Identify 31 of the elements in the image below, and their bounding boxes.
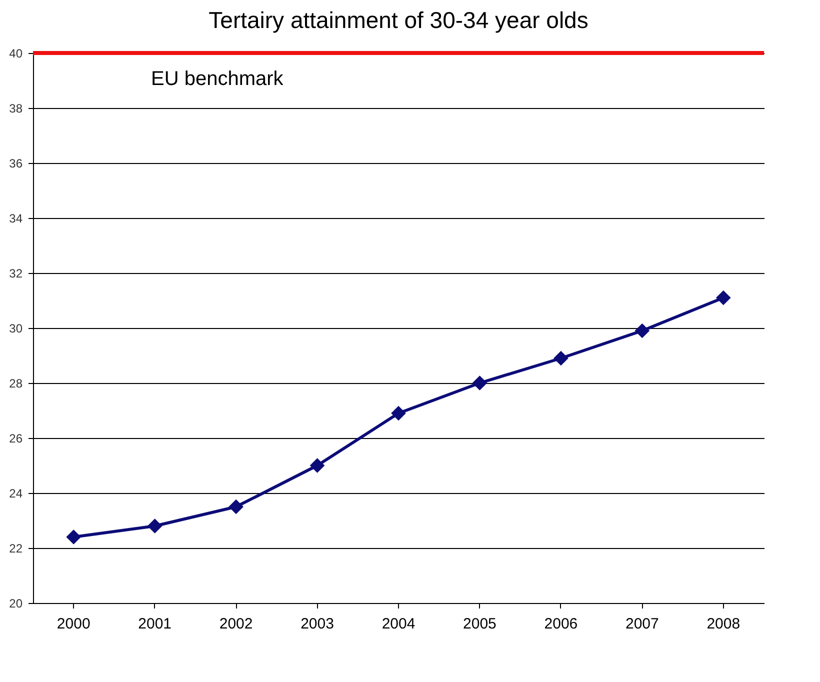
y-tick-label: 20 bbox=[9, 596, 23, 610]
y-tick-label: 26 bbox=[9, 432, 23, 446]
point bbox=[472, 376, 488, 390]
y-tick-label: 40 bbox=[9, 46, 23, 60]
ref-line-label: EU benchmark bbox=[151, 68, 284, 90]
point bbox=[310, 458, 325, 473]
point bbox=[228, 499, 244, 514]
point bbox=[391, 406, 406, 421]
x-tick-label: 2004 bbox=[382, 616, 416, 632]
point bbox=[716, 290, 731, 306]
x-tick-label: 2000 bbox=[56, 616, 90, 632]
x-tick-label: 2002 bbox=[219, 616, 253, 632]
x-tick-label: 2003 bbox=[300, 616, 334, 632]
y-tick-label: 38 bbox=[9, 102, 23, 116]
x-tick-label: 2008 bbox=[706, 616, 740, 632]
point bbox=[147, 518, 162, 534]
y-tick-label: 34 bbox=[9, 212, 23, 226]
point bbox=[554, 350, 568, 366]
x-tick-label: 2007 bbox=[625, 616, 659, 632]
x-tick-label: 2006 bbox=[544, 616, 578, 632]
chart-title: Tertairy attainment of 30-34 year olds bbox=[208, 7, 588, 33]
point bbox=[634, 323, 650, 338]
x-tick-label: 2005 bbox=[463, 616, 496, 632]
y-tick-label: 36 bbox=[9, 156, 23, 170]
y-tick-label: 30 bbox=[9, 322, 23, 336]
y-tick-label: 28 bbox=[9, 376, 23, 390]
y-tick-label: 24 bbox=[9, 486, 23, 500]
x-tick-label: 2001 bbox=[138, 616, 172, 632]
point bbox=[66, 530, 82, 544]
y-tick-label: 22 bbox=[9, 542, 23, 556]
y-tick-label: 32 bbox=[9, 266, 23, 280]
